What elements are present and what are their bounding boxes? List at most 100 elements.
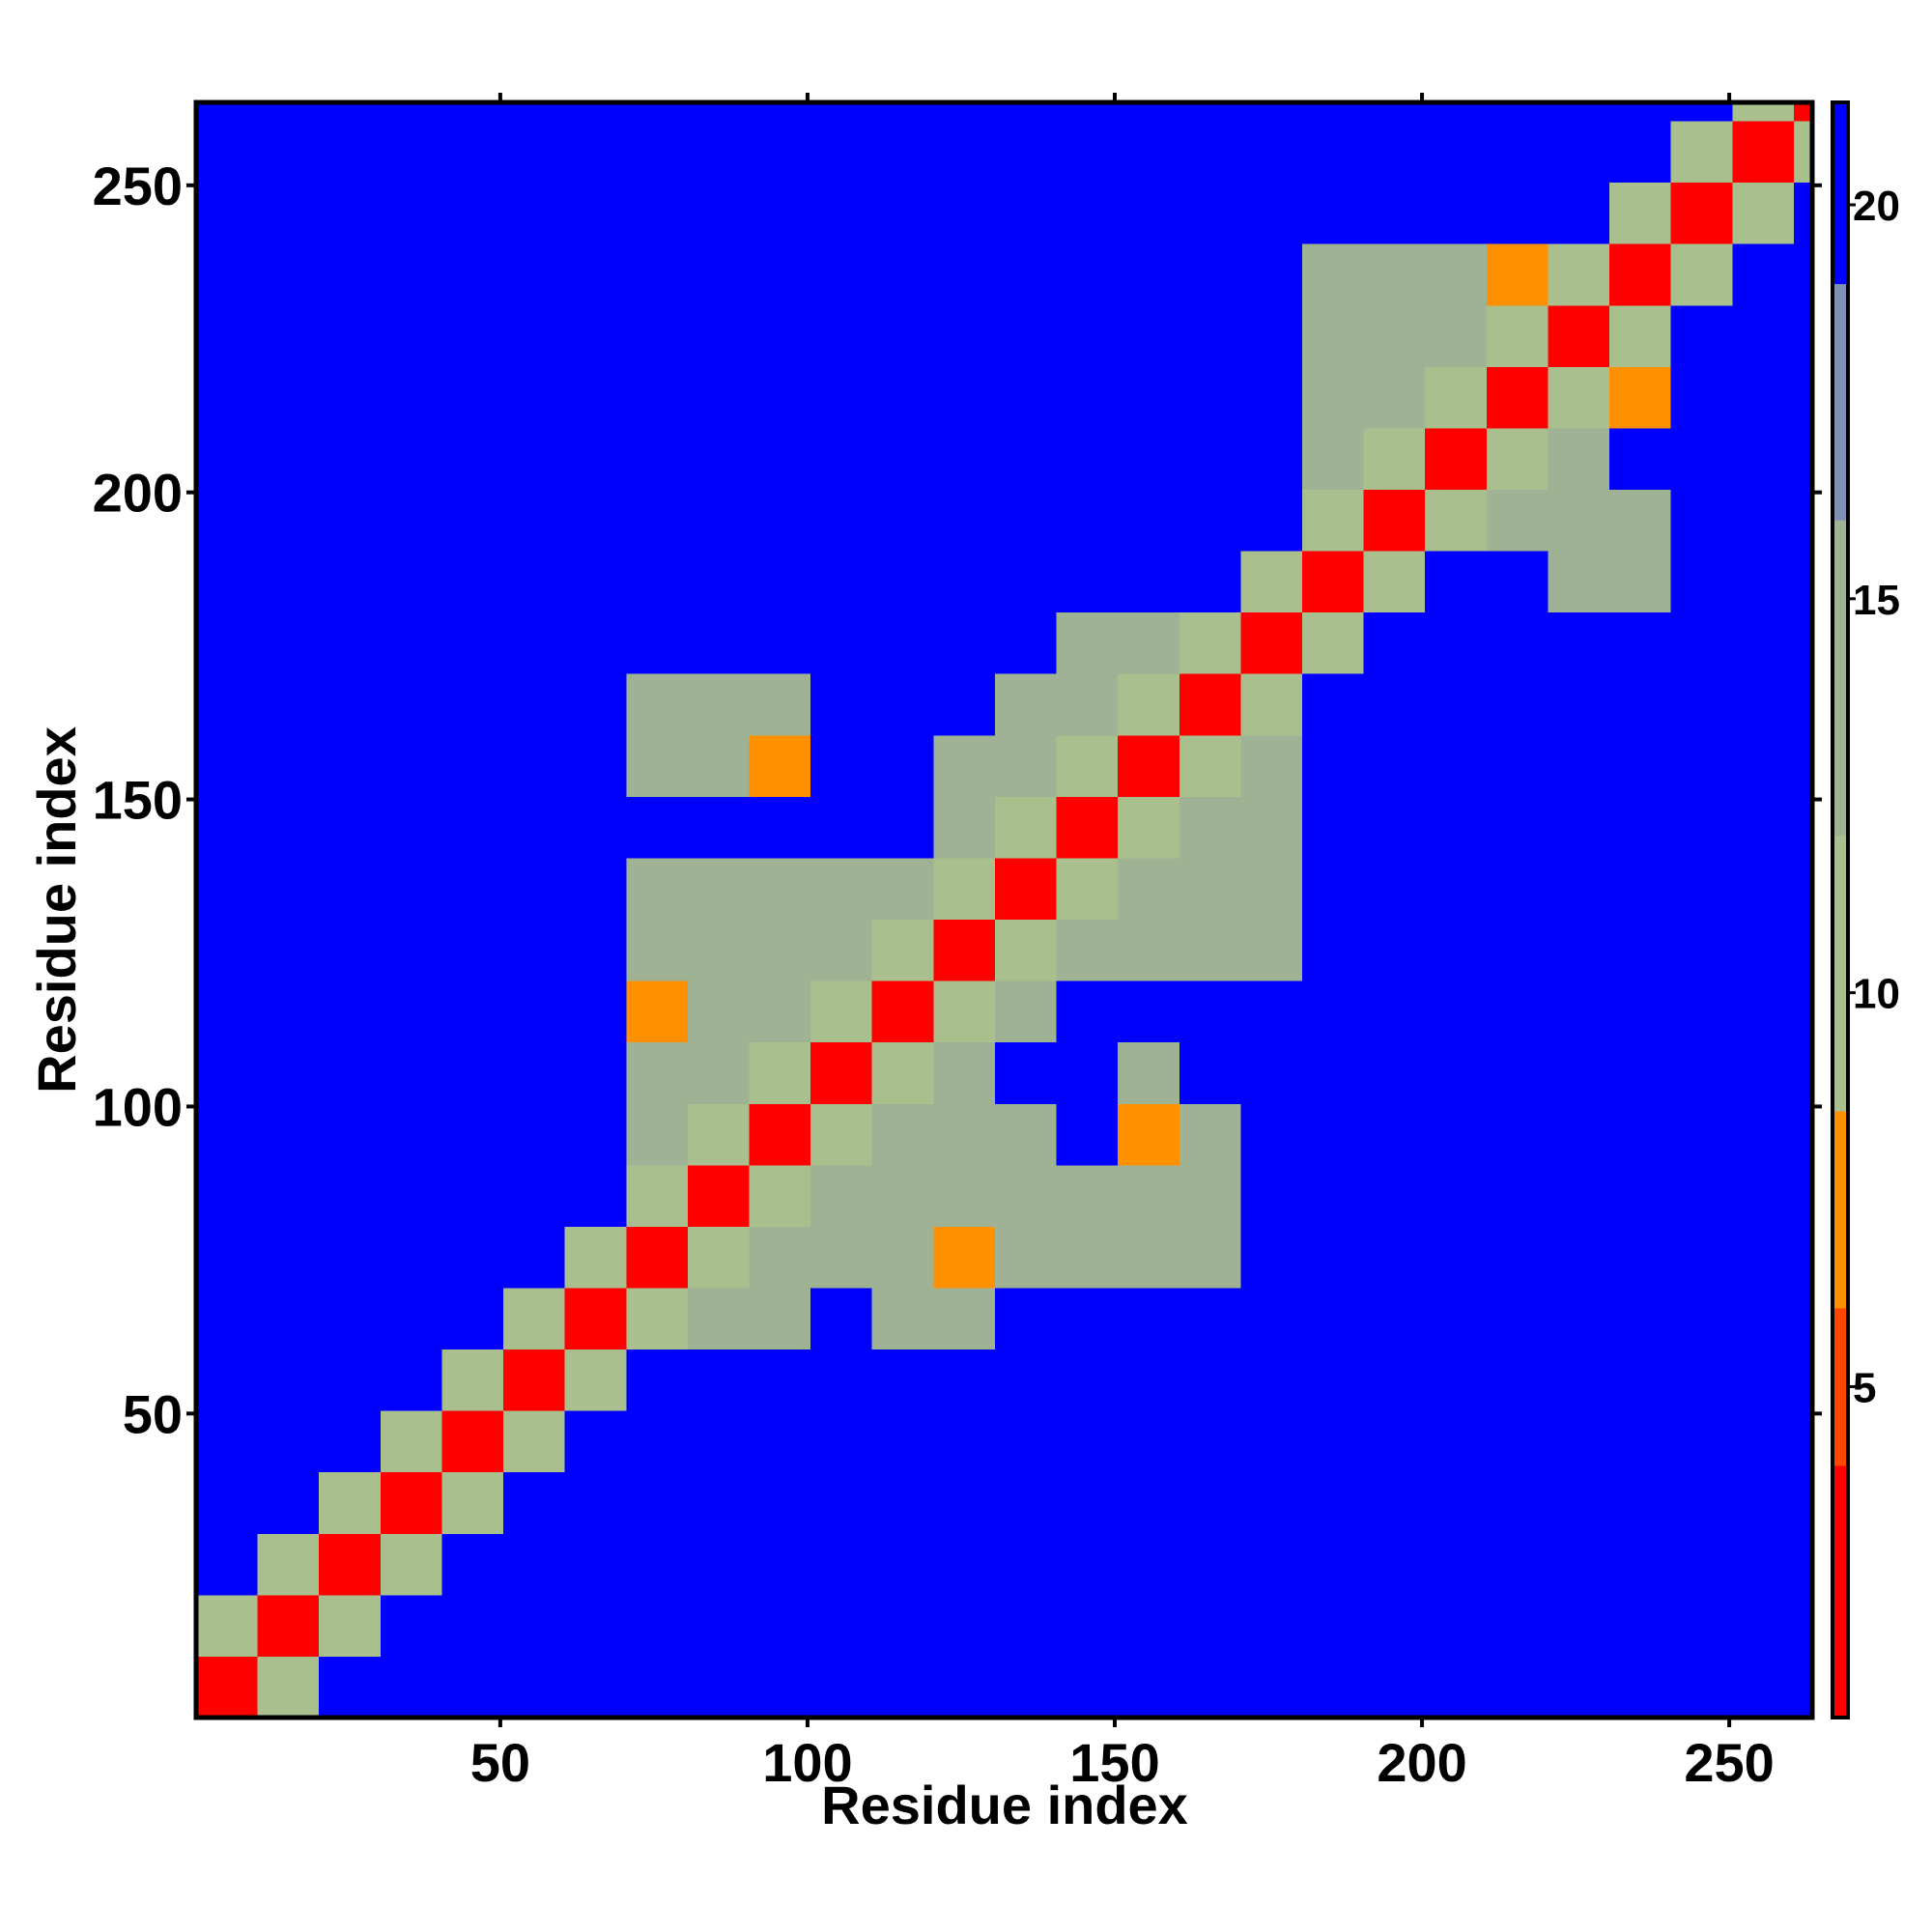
cell: [196, 1471, 259, 1534]
cell: [1056, 1041, 1119, 1104]
cell: [441, 366, 504, 429]
cell: [1793, 673, 1813, 736]
cell: [994, 1533, 1058, 1596]
cell: [1425, 121, 1488, 184]
cell: [1425, 857, 1488, 921]
cell: [196, 1594, 259, 1657]
cell: [319, 980, 382, 1043]
cell: [196, 919, 259, 981]
colorbar-tick-label: 20: [1853, 183, 1900, 230]
cell: [257, 1041, 320, 1104]
cell: [1363, 102, 1426, 122]
cell: [503, 1041, 566, 1104]
cell: [994, 980, 1058, 1043]
cell: [810, 1287, 873, 1350]
cell: [564, 673, 627, 736]
cell: [871, 182, 934, 244]
cell: [1609, 734, 1672, 797]
cell: [1670, 1164, 1733, 1227]
cell: [749, 1287, 811, 1350]
colorbar-tick-label: 5: [1853, 1364, 1876, 1411]
cell: [687, 611, 751, 674]
cell: [1670, 611, 1733, 674]
cell: [1609, 427, 1672, 491]
cell: [687, 1041, 751, 1104]
cell: [1425, 1594, 1488, 1657]
cell: [1609, 1287, 1672, 1350]
cell: [564, 1656, 627, 1719]
cell: [1056, 1164, 1119, 1227]
cell: [1118, 182, 1180, 244]
cell: [564, 1103, 627, 1166]
cell: [1548, 1594, 1610, 1657]
cell: [1363, 919, 1426, 981]
cell: [1118, 304, 1180, 367]
cell: [871, 1041, 934, 1104]
cell: [1240, 427, 1303, 491]
cell: [1793, 1471, 1813, 1534]
cell: [810, 1656, 873, 1719]
cell: [441, 1594, 504, 1657]
x-axis-title: Residue index: [821, 1775, 1188, 1835]
cell: [1240, 1226, 1303, 1289]
cell: [810, 1041, 873, 1104]
cell: [1240, 1164, 1303, 1227]
cell: [257, 366, 320, 429]
cell: [1118, 1471, 1180, 1534]
cell: [1670, 1349, 1733, 1411]
cell: [749, 1533, 811, 1596]
cell: [1609, 551, 1672, 613]
cell: [1486, 1164, 1548, 1227]
cell: [380, 1594, 442, 1657]
cell: [1179, 489, 1241, 552]
cell: [1548, 1533, 1610, 1596]
cell: [1118, 919, 1180, 981]
cell: [1302, 980, 1365, 1043]
cell: [1118, 1103, 1180, 1166]
cell: [441, 1041, 504, 1104]
cell: [1240, 489, 1303, 552]
cell: [257, 1533, 320, 1596]
cell: [1548, 1410, 1610, 1473]
cell: [1056, 1226, 1119, 1289]
cell: [1179, 1471, 1241, 1534]
cell: [441, 427, 504, 491]
cell: [1486, 1349, 1548, 1411]
cell: [1486, 857, 1548, 921]
cell: [380, 551, 442, 613]
cell: [503, 121, 566, 184]
cell: [564, 1164, 627, 1227]
cell: [687, 919, 751, 981]
cell: [1179, 919, 1241, 981]
cell: [1486, 734, 1548, 797]
cell: [1240, 1656, 1303, 1719]
cell: [1732, 611, 1795, 674]
cell: [933, 980, 996, 1043]
cell: [1548, 1656, 1610, 1719]
cell: [319, 427, 382, 491]
cell: [1732, 366, 1795, 429]
cell: [319, 1349, 382, 1411]
cell: [380, 243, 442, 306]
cell: [1302, 1656, 1365, 1719]
cell: [994, 796, 1058, 859]
cell: [564, 121, 627, 184]
cell: [257, 1349, 320, 1411]
cell: [1732, 1041, 1795, 1104]
cell: [1179, 980, 1241, 1043]
cell: [1793, 1103, 1813, 1166]
cell: [441, 734, 504, 797]
cell: [1548, 1041, 1610, 1104]
x-tick-label: 250: [1684, 1732, 1774, 1793]
cell: [1425, 673, 1488, 736]
cell: [994, 551, 1058, 613]
cell: [564, 1533, 627, 1596]
cell: [257, 551, 320, 613]
cell: [380, 304, 442, 367]
x-tick-label: 100: [762, 1732, 852, 1793]
cell: [810, 980, 873, 1043]
cell: [1363, 182, 1426, 244]
cell: [1732, 1410, 1795, 1473]
cell: [871, 366, 934, 429]
cell: [319, 1226, 382, 1289]
